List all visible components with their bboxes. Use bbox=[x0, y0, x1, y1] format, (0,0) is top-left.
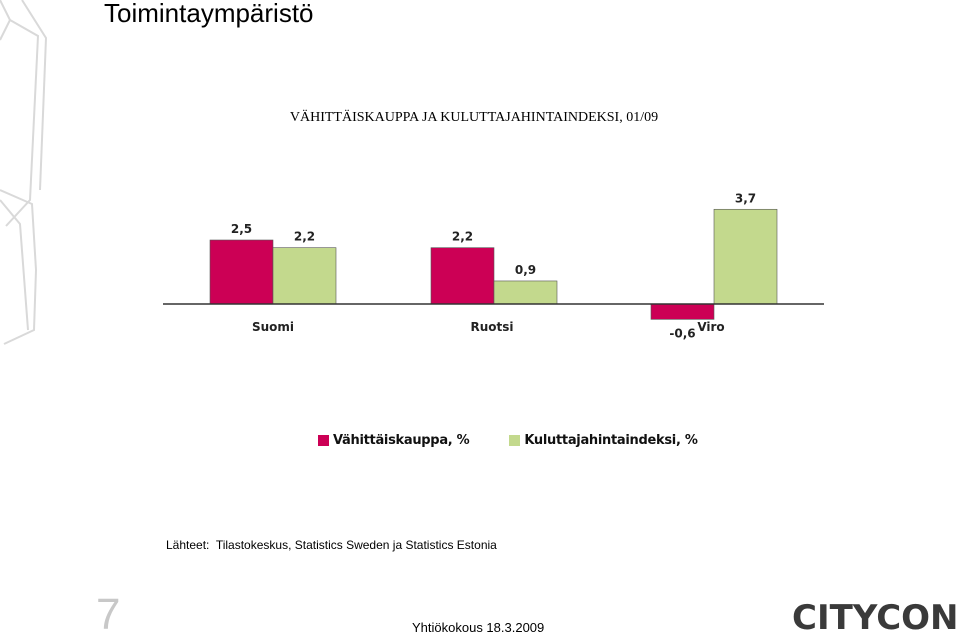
chart-legend: Vähittäiskauppa, % Kuluttajahintaindeksi… bbox=[318, 433, 698, 448]
bar-cpi-suomi bbox=[272, 247, 337, 305]
bar-retail-ruotsi bbox=[430, 247, 495, 305]
data-label: 2,2 bbox=[452, 230, 473, 244]
category-label-ruotsi: Ruotsi bbox=[470, 320, 513, 334]
chart-title-text: VÄHITTÄISKAUPPA JA KULUTTAJAHINTAINDEKSI… bbox=[289, 110, 659, 125]
legend-item-retail: Vähittäiskauppa, % bbox=[318, 433, 470, 448]
decorative-lines bbox=[0, 0, 48, 345]
bar-cpi-viro bbox=[713, 208, 778, 305]
page-number: 7 bbox=[96, 590, 121, 639]
bar-retail-suomi bbox=[209, 239, 274, 305]
category-label-viro: Viro bbox=[697, 320, 724, 334]
data-label: 0,9 bbox=[515, 263, 536, 277]
data-label: 2,2 bbox=[294, 230, 315, 244]
chart-title: VÄHITTÄISKAUPPA JA KULUTTAJAHINTAINDEKSI… bbox=[0, 110, 960, 126]
legend-swatch-retail bbox=[318, 435, 329, 446]
data-label: -0,6 bbox=[669, 326, 695, 340]
sources-note: Lähteet: Tilastokeskus, Statistics Swede… bbox=[166, 538, 497, 552]
bar-chart: 2,5 2,2 -0,6 2,2 0,9 3,7 Suomi Ruotsi Viro bbox=[163, 191, 824, 340]
category-label-suomi: Suomi bbox=[252, 320, 294, 334]
data-label: 2,5 bbox=[231, 222, 252, 236]
citycon-logo: CITYCON bbox=[792, 598, 959, 638]
legend-item-cpi: Kuluttajahintaindeksi, % bbox=[509, 433, 698, 448]
slide-title: Toimintaympäristö bbox=[104, 0, 314, 28]
legend-label-cpi: Kuluttajahintaindeksi, % bbox=[524, 433, 698, 448]
legend-swatch-cpi bbox=[509, 435, 521, 446]
footer-text: Yhtiökokous 18.3.2009 bbox=[412, 620, 545, 635]
bar-retail-viro bbox=[650, 303, 715, 320]
data-label: 3,7 bbox=[735, 191, 756, 205]
bar-cpi-ruotsi bbox=[493, 280, 558, 305]
legend-label-retail: Vähittäiskauppa, % bbox=[333, 433, 470, 448]
